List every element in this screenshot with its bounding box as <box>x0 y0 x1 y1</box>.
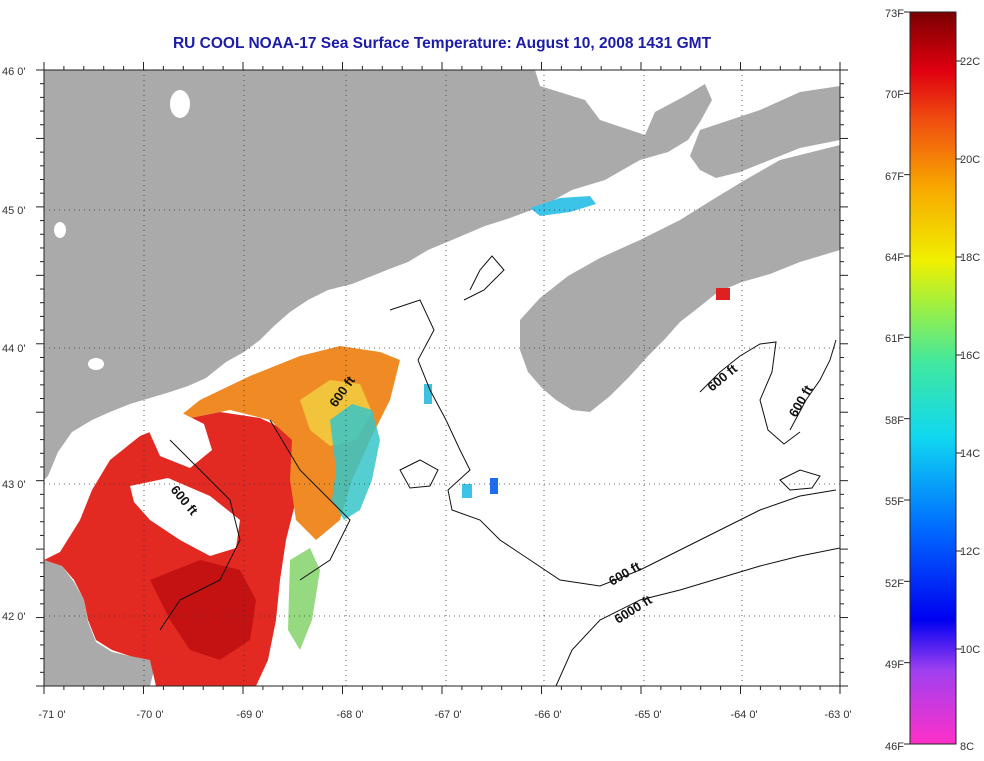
colorbar-f-label: 49F <box>885 659 904 671</box>
latitude-axis: 46 0' 45 0' 44 0' 43 0' 42 0' <box>2 66 26 623</box>
colorbar-f-label: 73F <box>885 8 904 20</box>
lon-label: -69 0' <box>236 709 263 721</box>
lat-label: 44 0' <box>2 343 26 355</box>
lon-label: -67 0' <box>434 709 461 721</box>
lat-label: 46 0' <box>2 66 26 78</box>
lon-label: -68 0' <box>336 709 363 721</box>
sst-fundy-cool <box>530 196 596 216</box>
colorbar-f-label: 46F <box>885 741 904 753</box>
lon-label: -71 0' <box>38 709 65 721</box>
colorbar-f-label: 70F <box>885 89 904 101</box>
colorbar-c-label: 14C <box>960 448 980 460</box>
colorbar-c-label: 18C <box>960 252 980 264</box>
sst-green-strip <box>288 548 320 650</box>
map-area: 600 ft 600 ft 600 ft 600 ft 600 ft 6000 … <box>44 70 840 686</box>
depth-contours <box>159 255 840 686</box>
map-title: RU COOL NOAA-17 Sea Surface Temperature:… <box>172 35 712 52</box>
longitude-axis: -71 0' -70 0' -69 0' -68 0' -67 0' -66 0… <box>38 709 851 721</box>
lon-label: -65 0' <box>634 709 661 721</box>
colorbar-f-label: 67F <box>885 171 904 183</box>
lon-label: -70 0' <box>136 709 163 721</box>
land-nova-scotia <box>520 145 840 412</box>
lon-label: -64 0' <box>730 709 757 721</box>
axis-ticks <box>36 62 848 694</box>
sst-no-data-hole-2 <box>144 410 212 468</box>
lat-label: 43 0' <box>2 479 26 491</box>
colorbar-c-label: 22C <box>960 56 980 68</box>
sst-no-data-hole <box>130 478 240 556</box>
colorbar-f-label: 52F <box>885 578 904 590</box>
colorbar-c-label: 16C <box>960 350 980 362</box>
colorbar-f-label: 64F <box>885 252 904 264</box>
colorbar-f-label: 61F <box>885 333 904 345</box>
sst-cool-band <box>330 404 380 520</box>
land-mainland <box>44 70 712 480</box>
colorbar-c-label: 8C <box>960 741 974 753</box>
lat-label: 42 0' <box>2 611 26 623</box>
land-massachusetts <box>44 560 156 686</box>
temperature-colorbar: 73F 70F 67F 64F 61F 58F 55F 52F 49F 46F … <box>885 8 980 753</box>
lat-label: 45 0' <box>2 205 26 217</box>
lon-label: -66 0' <box>534 709 561 721</box>
sst-dark-red-patch <box>150 560 256 660</box>
colorbar-c-label: 10C <box>960 644 980 656</box>
lon-label: -63 0' <box>824 709 851 721</box>
colorbar-gradient <box>909 11 957 745</box>
land-new-brunswick-east <box>690 86 840 178</box>
colorbar-f-label: 55F <box>885 496 904 508</box>
colorbar-f-label: 58F <box>885 415 904 427</box>
colorbar-c-label: 12C <box>960 546 980 558</box>
colorbar-c-label: 20C <box>960 154 980 166</box>
